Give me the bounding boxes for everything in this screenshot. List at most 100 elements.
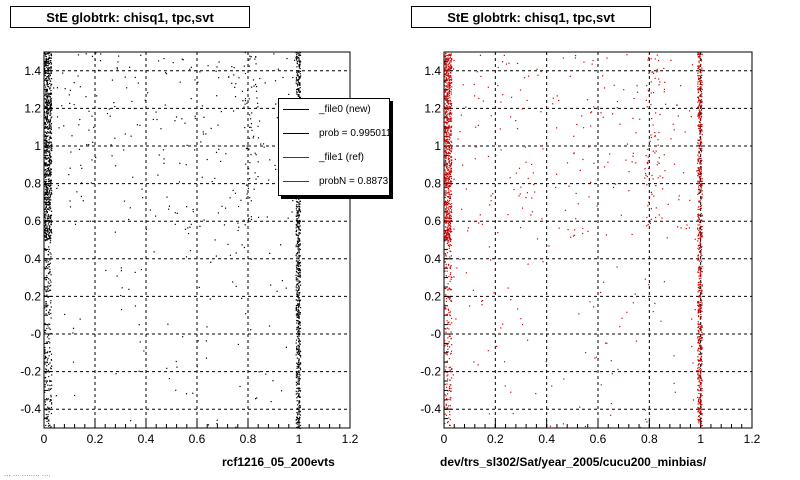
data-point: [447, 130, 449, 132]
data-point: [49, 92, 52, 95]
data-point: [447, 213, 450, 215]
data-point: [50, 253, 52, 255]
data-point: [246, 193, 248, 195]
data-point: [50, 137, 52, 139]
data-point: [606, 342, 608, 344]
data-point: [692, 399, 695, 401]
data-point: [444, 232, 446, 235]
data-point: [452, 68, 455, 70]
data-point: [524, 146, 527, 148]
data-point: [450, 88, 453, 91]
data-point: [527, 177, 529, 180]
data-point: [448, 236, 450, 238]
data-point: [48, 363, 50, 365]
data-point: [49, 226, 51, 228]
data-point: [45, 156, 47, 158]
data-point: [444, 253, 446, 255]
data-point: [697, 180, 699, 183]
data-point: [50, 406, 53, 409]
data-point: [444, 76, 446, 78]
data-point: [698, 362, 700, 365]
data-point: [450, 190, 452, 192]
legend-line-probn: [283, 180, 309, 182]
data-point: [699, 53, 701, 55]
data-point: [45, 140, 47, 143]
data-point: [447, 63, 450, 65]
data-point: [449, 61, 451, 63]
data-point: [644, 168, 646, 170]
data-point: [451, 377, 453, 379]
data-point: [232, 110, 235, 112]
data-point: [482, 100, 485, 102]
data-point: [48, 69, 50, 72]
data-point: [697, 167, 699, 169]
data-point: [699, 83, 701, 85]
data-point: [698, 139, 700, 142]
data-point: [697, 406, 699, 409]
x-tick-label: 1: [296, 432, 303, 446]
data-point: [50, 53, 53, 55]
data-point: [44, 60, 46, 63]
data-point: [636, 91, 639, 93]
data-point: [46, 128, 49, 130]
data-point: [451, 148, 453, 150]
data-point: [448, 218, 450, 220]
data-point: [202, 133, 205, 135]
data-point: [44, 142, 46, 144]
data-point: [445, 151, 447, 153]
data-point: [47, 384, 49, 386]
data-point: [44, 355, 47, 357]
data-point: [447, 121, 450, 123]
data-point: [49, 187, 51, 189]
data-point: [296, 71, 298, 73]
data-point: [699, 287, 701, 289]
data-point: [535, 392, 537, 395]
data-point: [286, 57, 288, 60]
data-point: [49, 150, 51, 152]
data-point: [299, 248, 301, 251]
data-point: [296, 293, 298, 295]
data-point: [61, 105, 63, 107]
data-point: [139, 124, 141, 126]
data-point: [46, 327, 48, 330]
data-point: [445, 58, 447, 61]
data-point: [227, 243, 229, 245]
data-point: [700, 376, 702, 378]
data-point: [48, 422, 50, 425]
data-point: [699, 86, 701, 89]
data-point: [46, 168, 48, 170]
data-point: [72, 332, 74, 334]
data-point: [448, 70, 450, 72]
data-point: [299, 219, 301, 222]
data-point: [594, 357, 596, 359]
data-point: [298, 332, 300, 334]
data-point: [449, 386, 451, 388]
data-point: [698, 62, 700, 64]
data-point: [297, 81, 299, 83]
data-point: [448, 152, 451, 154]
data-point: [697, 247, 699, 249]
data-point: [297, 387, 300, 390]
data-point: [47, 223, 49, 225]
data-point: [51, 160, 53, 163]
data-point: [99, 60, 102, 62]
data-point: [238, 226, 240, 228]
data-point: [44, 259, 46, 262]
data-point: [50, 228, 52, 231]
data-point: [445, 131, 448, 133]
data-point: [44, 286, 46, 288]
data-point: [45, 232, 47, 235]
data-point: [527, 339, 529, 341]
data-point: [49, 238, 51, 240]
data-point: [697, 401, 699, 403]
data-point: [214, 177, 216, 180]
data-point: [700, 168, 702, 171]
data-point: [44, 112, 46, 114]
data-point: [92, 141, 94, 143]
data-point: [46, 238, 48, 240]
data-point: [447, 207, 449, 209]
data-point: [451, 368, 453, 370]
data-point: [44, 384, 46, 386]
data-point: [699, 397, 701, 399]
data-point: [612, 113, 614, 115]
